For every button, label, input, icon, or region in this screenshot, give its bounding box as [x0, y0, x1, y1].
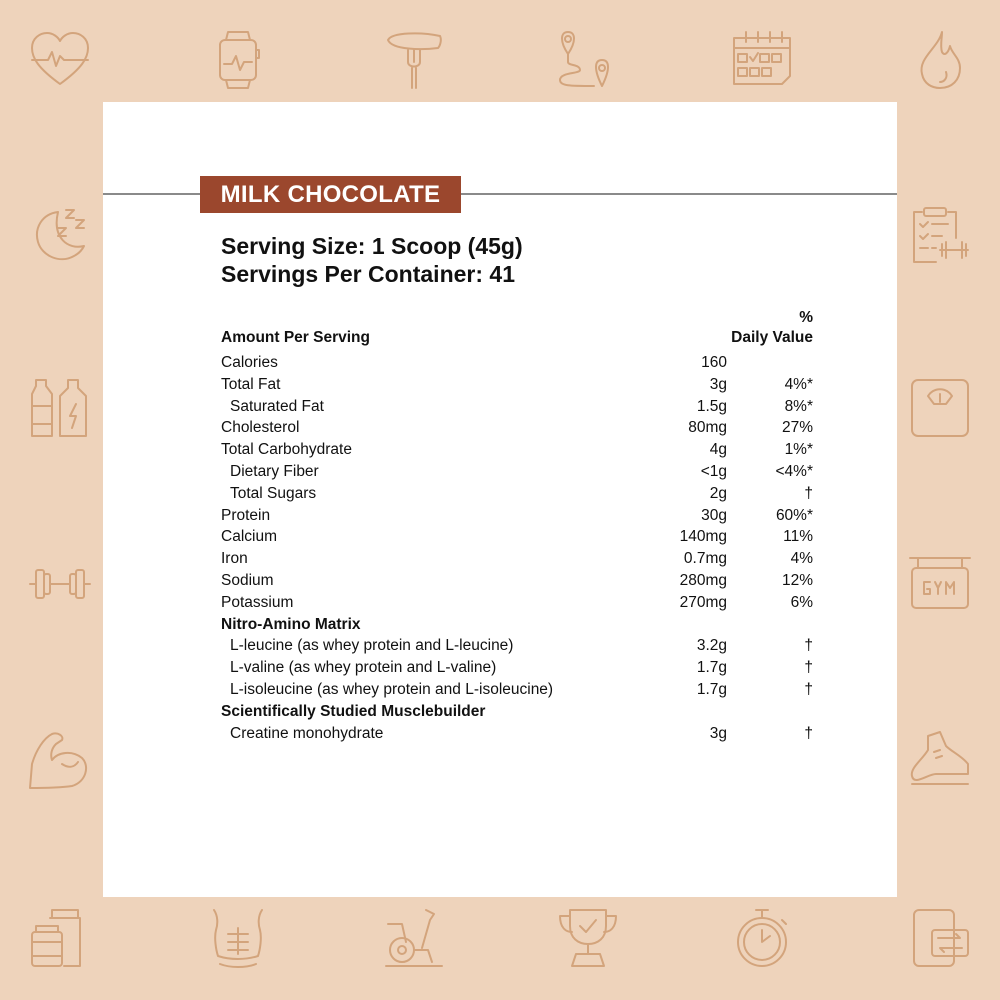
nutrient-row: Creatine monohydrate 3g †	[221, 723, 813, 745]
gym-sign-icon	[908, 552, 972, 616]
nutrient-row: L-valine (as whey protein and L-valine) 1…	[221, 657, 813, 679]
nutrient-name: L-valine (as whey protein and L-valine)	[230, 659, 497, 677]
nutrient-name: Protein	[221, 506, 271, 524]
nutrient-daily-value: †	[804, 680, 813, 698]
nutrient-name: Sodium	[221, 571, 274, 589]
nutrient-daily-value: 6%	[790, 593, 813, 611]
nutrient-name: Dietary Fiber	[230, 462, 319, 480]
nutrient-amount: 270mg	[679, 593, 727, 611]
nutrient-daily-value: 1%*	[784, 441, 813, 459]
serving-info: Serving Size: 1 Scoop (45g) Servings Per…	[221, 232, 523, 288]
nutrient-name: Saturated Fat	[230, 397, 324, 415]
serving-size: Serving Size: 1 Scoop (45g)	[221, 233, 523, 259]
nutrient-amount: 4g	[709, 441, 727, 459]
phone-sync-icon	[908, 906, 972, 970]
nutrient-amount: 80mg	[688, 419, 727, 437]
scale-icon	[908, 376, 972, 440]
nutrient-row: Calories 160	[221, 352, 813, 374]
carrot-fork-icon	[382, 28, 446, 92]
nutrient-row: Saturated Fat 1.5g 8%*	[221, 396, 813, 418]
calendar-icon	[730, 28, 794, 92]
route-icon	[556, 28, 620, 92]
nutrient-name: Total Fat	[221, 375, 281, 393]
nutrient-row: Total Fat 3g 4%*	[221, 374, 813, 396]
nutrient-row: Dietary Fiber <1g <4%*	[221, 461, 813, 483]
nutrient-amount: 30g	[701, 506, 727, 524]
nutrient-daily-value: 8%*	[784, 397, 813, 415]
table-header: Amount Per Serving % Daily Value	[221, 302, 813, 348]
nutrient-daily-value: 4%	[790, 550, 813, 568]
daily-value-text: Daily Value	[731, 329, 813, 346]
section-heading-row: Scientifically Studied Musclebuilder	[221, 701, 813, 723]
trophy-icon	[556, 906, 620, 970]
nutrient-daily-value: †	[804, 724, 813, 742]
nutrient-amount: 160	[701, 354, 727, 371]
nutrient-daily-value: 60%*	[775, 506, 813, 524]
nutrient-row: Cholesterol 80mg 27%	[221, 417, 813, 439]
amount-per-serving-label: Amount Per Serving	[221, 329, 370, 346]
nutrient-row: Iron 0.7mg 4%	[221, 548, 813, 570]
nutrient-amount: 2g	[709, 484, 727, 502]
water-bottles-icon	[28, 376, 92, 440]
header-divider	[103, 193, 897, 195]
nutrient-name: Creatine monohydrate	[230, 724, 384, 742]
nutrient-name: Calories	[221, 354, 278, 371]
nutrient-amount: 0.7mg	[683, 550, 727, 568]
nutrient-amount: 3.2g	[696, 637, 727, 655]
nutrient-name: Iron	[221, 550, 248, 568]
nutrient-amount: 140mg	[679, 528, 727, 546]
stopwatch-icon	[730, 906, 794, 970]
nutrient-amount: <1g	[700, 462, 727, 480]
nutrient-daily-value: 11%	[783, 528, 813, 546]
nutrient-row: Potassium 270mg 6%	[221, 592, 813, 614]
nutrient-row: Protein 30g 60%*	[221, 505, 813, 527]
servings-per-container: Servings Per Container: 41	[221, 261, 515, 287]
heart-rate-icon	[28, 28, 92, 92]
flame-icon	[908, 28, 972, 92]
nutrient-name: Scientifically Studied Musclebuilder	[221, 702, 486, 720]
nutrient-amount: 3g	[709, 375, 727, 393]
nutrient-amount: 1.5g	[696, 397, 727, 415]
nutrient-name: Total Carbohydrate	[221, 441, 352, 459]
smartwatch-icon	[206, 28, 270, 92]
nutrient-amount: 3g	[709, 724, 727, 742]
nutrient-name: Potassium	[221, 593, 294, 611]
daily-value-label: % Daily Value	[731, 308, 813, 348]
nutrient-table: Calories 160 Total Fat 3g 4%* Saturated Fat 1.…	[221, 352, 813, 744]
nutrient-row: Calcium 140mg 11%	[221, 526, 813, 548]
nutrient-amount: 1.7g	[696, 680, 727, 698]
supplement-jars-icon	[28, 906, 92, 970]
nutrient-row: Total Carbohydrate 4g 1%*	[221, 439, 813, 461]
dumbbell-icon	[28, 552, 92, 616]
daily-value-percent: %	[799, 309, 813, 326]
exercise-bike-icon	[382, 906, 446, 970]
section-heading-row: Nitro-Amino Matrix	[221, 614, 813, 636]
nutrient-name: Cholesterol	[221, 419, 300, 437]
nutrient-name: L-isoleucine (as whey protein and L-isol…	[230, 680, 554, 698]
flexed-arm-icon	[28, 728, 92, 792]
nutrient-daily-value: 27%	[781, 419, 813, 437]
running-shoe-icon	[908, 728, 972, 792]
nutrient-amount: 280mg	[679, 571, 727, 589]
nutrient-row: Total Sugars 2g †	[221, 483, 813, 505]
nutrient-row: Sodium 280mg 12%	[221, 570, 813, 592]
nutrient-name: L-leucine (as whey protein and L-leucine…	[230, 637, 514, 655]
nutrient-name: Total Sugars	[230, 484, 317, 502]
nutrient-daily-value: †	[804, 659, 813, 677]
nutrition-facts-panel: MILK CHOCOLATE Serving Size: 1 Scoop (45…	[103, 102, 897, 897]
flavor-banner: MILK CHOCOLATE	[200, 176, 461, 213]
nutrient-name: Calcium	[221, 528, 277, 546]
nutrient-row: L-isoleucine (as whey protein and L-isol…	[221, 679, 813, 701]
nutrient-row: L-leucine (as whey protein and L-leucine…	[221, 635, 813, 657]
nutrient-daily-value: <4%*	[775, 462, 814, 480]
abs-torso-icon	[206, 906, 270, 970]
workout-plan-icon	[908, 202, 972, 266]
nutrient-daily-value: †	[804, 637, 813, 655]
nutrient-amount: 1.7g	[696, 659, 727, 677]
nutrient-daily-value: 12%	[781, 571, 813, 589]
sleep-moon-icon	[28, 202, 92, 266]
nutrient-daily-value: 4%*	[784, 375, 813, 393]
nutrient-name: Nitro-Amino Matrix	[221, 615, 361, 633]
nutrient-daily-value: †	[804, 484, 813, 502]
